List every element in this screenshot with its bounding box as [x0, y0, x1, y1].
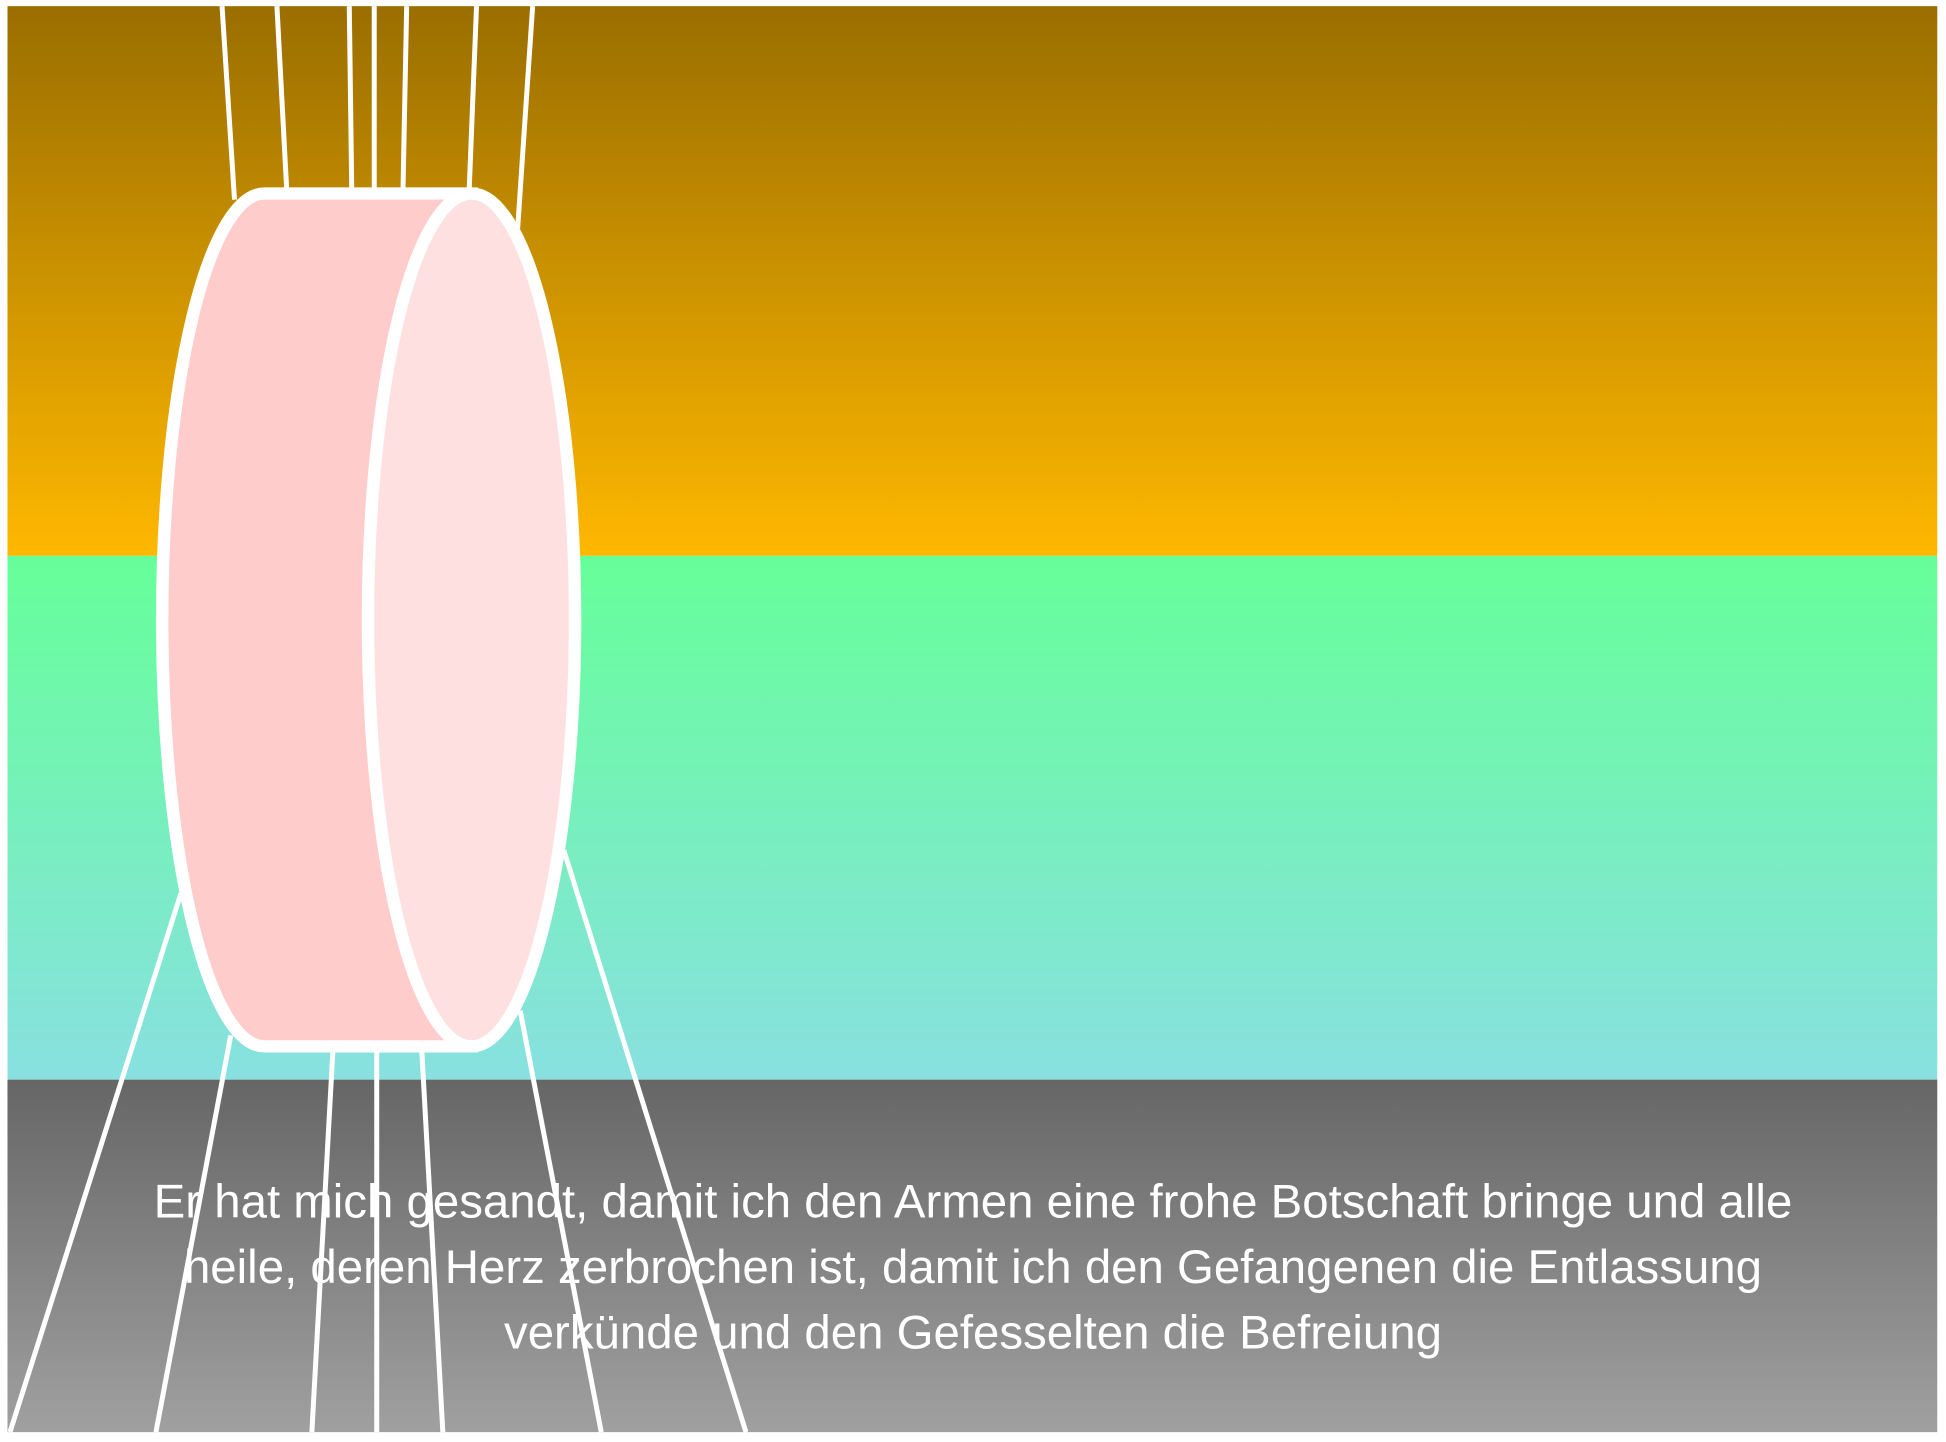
- caption-line: verkünde und den Gefesselten die Befreiu…: [504, 1306, 1442, 1359]
- caption-line: Er hat mich gesandt, damit ich den Armen…: [154, 1175, 1793, 1228]
- drum-face: [361, 187, 582, 1053]
- caption-line: heile, deren Herz zerbrochen ist, damit …: [184, 1240, 1762, 1293]
- rays: [7, 5, 749, 1433]
